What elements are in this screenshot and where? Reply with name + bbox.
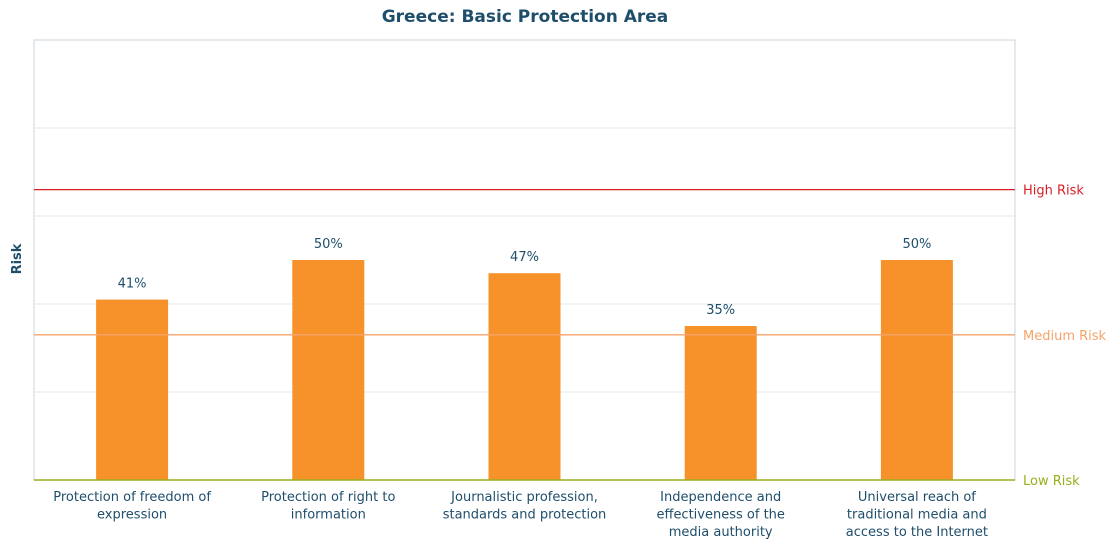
chart-title: Greece: Basic Protection Area xyxy=(382,7,669,27)
bar-value-label: 35% xyxy=(706,303,735,318)
bar-value-label: 47% xyxy=(510,250,539,265)
bar-value-label: 41% xyxy=(118,277,147,292)
bar-value-label: 50% xyxy=(314,237,343,252)
bar xyxy=(292,260,365,480)
risk-threshold-lines: High Risk Medium Risk Low Risk xyxy=(34,184,1107,489)
category-label: Journalistic profession, standards and pr… xyxy=(443,490,607,523)
bar xyxy=(880,260,953,480)
bar-value-label: 50% xyxy=(902,237,931,252)
risk-threshold-label: High Risk xyxy=(1023,184,1084,199)
y-axis-label: Risk xyxy=(10,243,25,274)
value-labels: 41% 50% 47% 35% 50% xyxy=(118,237,932,318)
category-label: Universal reach of traditional media and a… xyxy=(846,490,988,540)
risk-threshold-label: Low Risk xyxy=(1023,474,1080,489)
category-label: Independence and effectiveness of the medi… xyxy=(656,490,784,540)
bar xyxy=(684,326,757,480)
category-label: Protection of right to information xyxy=(261,490,395,523)
bar xyxy=(96,299,169,480)
bars xyxy=(96,260,953,480)
category-label: Protection of freedom of expression xyxy=(53,490,211,523)
bar xyxy=(488,273,561,480)
risk-threshold-label: Medium Risk xyxy=(1023,329,1107,344)
category-labels: Protection of freedom of expression Protec… xyxy=(53,490,988,540)
